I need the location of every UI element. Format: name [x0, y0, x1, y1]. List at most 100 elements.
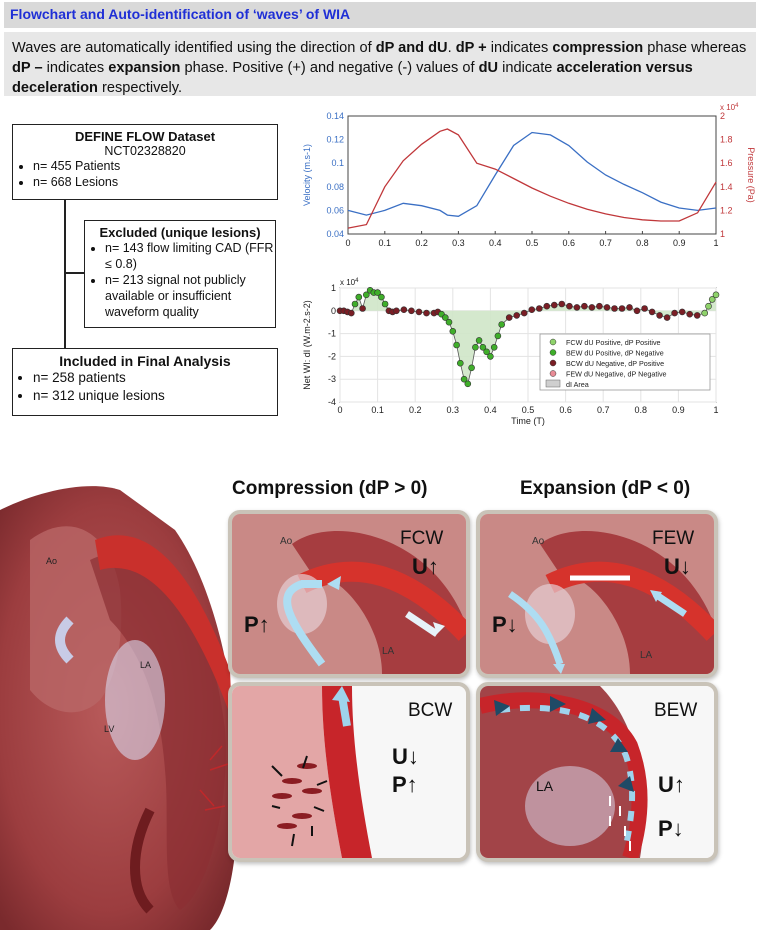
wave-point [641, 305, 648, 312]
expansion-heading: Expansion (dP < 0) [520, 478, 691, 499]
wave-point [355, 293, 363, 301]
y-tick-label: -1 [328, 329, 336, 339]
few-label-la: LA [640, 650, 653, 661]
bew-panel: LA BEW U↑ P↓ [476, 682, 718, 862]
dataset-item: n= 455 Patients [33, 158, 277, 174]
di-area [340, 290, 716, 384]
velocity-pressure-chart: 0 0.1 0.2 0.3 0.4 0.5 0.6 0.7 0.8 0.9 1 0.04 0.06 0.0… [302, 103, 756, 248]
fcw-u-indicator: U↑ [412, 554, 439, 579]
wave-point [626, 304, 633, 311]
figure-title: Flowchart and Auto-identification of ‘wa… [10, 6, 351, 22]
wave-point [479, 344, 487, 351]
wave-point [381, 300, 389, 308]
bew-p-indicator: P↓ [658, 816, 684, 841]
wave-point [520, 309, 528, 317]
wave-point [423, 309, 430, 317]
heart-illustration: Ao LA LV [0, 470, 240, 930]
excluded-list: n= 143 flow limiting CAD (FFR ≤ 0.8) n= … [85, 240, 275, 320]
fcw-label: FCW [400, 528, 444, 549]
wave-point [513, 312, 520, 319]
x-tick-label: 0.6 [563, 238, 576, 248]
x-tick-label: 0 [337, 405, 342, 415]
bew-label: BEW [654, 700, 698, 721]
velocity-line [347, 131, 717, 217]
included-item: n= 258 patients [33, 369, 277, 387]
wave-point [596, 302, 603, 310]
plot-frame [347, 115, 717, 235]
x-tick-label: 0.6 [559, 405, 572, 415]
x-tick-label: 0.7 [597, 405, 610, 415]
wave-point [611, 305, 618, 312]
heart-label-la: LA [140, 660, 151, 670]
wave-point [408, 307, 415, 315]
few-illustration [480, 514, 714, 674]
wave-point [415, 308, 423, 316]
heart-drawing: Ao LA LV [0, 486, 239, 930]
wave-point [483, 348, 490, 356]
wave-point [472, 344, 479, 351]
y2-axis-label: Pressure (Pa) [746, 147, 756, 203]
dataset-list: n= 455 Patients n= 668 Lesions [13, 158, 277, 190]
y2-tick-label: 1.4 [720, 182, 733, 192]
x-tick-label: 0.3 [447, 405, 460, 415]
dataset-subtitle: NCT02328820 [104, 144, 186, 158]
included-item: n= 312 unique lesions [33, 387, 277, 405]
wave-point [468, 364, 475, 372]
y2-tick-label: 1.8 [720, 135, 733, 145]
y2-tick-label: 1.6 [720, 158, 733, 168]
x-tick-label: 0.5 [526, 238, 539, 248]
wave-point [566, 302, 573, 310]
wave-point [558, 300, 566, 308]
excluded-title: Excluded (unique lesions) [99, 225, 261, 240]
fcw-label-ao: Ao [280, 536, 293, 547]
y2-tick-label: 2 [720, 111, 725, 121]
wave-point [618, 305, 626, 312]
bcw-panel: BCW U↓ P↑ [228, 682, 470, 862]
wave-point [494, 332, 502, 340]
y2-tick-label: 1 [720, 229, 725, 239]
flow-box-included: Included in Final Analysis n= 258 patien… [12, 348, 278, 416]
wave-point [671, 309, 678, 317]
wave-point [550, 301, 558, 309]
wave-point [648, 308, 656, 316]
excluded-item: n= 143 flow limiting CAD (FFR ≤ 0.8) [105, 240, 275, 272]
heart-label-lv: LV [104, 724, 114, 734]
figure-title-bar: Flowchart and Auto-identification of ‘wa… [4, 2, 756, 28]
few-panel: Ao LA FEW U↓ P↓ [476, 510, 718, 678]
wave-intensity-chart: 0 0.1 0.2 0.3 0.4 0.5 0.6 0.7 0.8 0.9 1 1 0 -1 -2 -3 -4 x… [302, 278, 720, 426]
pressure-line [347, 128, 717, 229]
y-tick-label: 0.1 [331, 158, 344, 168]
compression-heading: Compression (dP > 0) [232, 478, 428, 499]
description-box: Waves are automatically identified using… [4, 32, 756, 96]
wave-point [374, 289, 381, 296]
bcw-illustration [232, 686, 466, 858]
legend-swatch [545, 379, 561, 388]
legend-marker [549, 359, 557, 367]
fcw-panel: Ao LA FCW U↑ P↑ [228, 510, 470, 678]
y-exponent: x 104 [340, 278, 359, 287]
legend-label: BCW dU Negative, dP Positive [566, 359, 664, 368]
x-tick-label: 0.2 [409, 405, 422, 415]
wave-point [536, 305, 543, 312]
y-tick-label: 0.06 [326, 205, 344, 215]
wave-point [581, 302, 588, 310]
y-axis-label: Net WI: dI (W.m-2.s-2) [302, 300, 312, 390]
flow-box-excluded: Excluded (unique lesions) n= 143 flow li… [84, 220, 276, 328]
wave-point [490, 344, 498, 351]
y2-exponent: x 104 [720, 103, 739, 112]
dataset-title: DEFINE FLOW Dataset [74, 129, 216, 144]
wave-point [528, 306, 536, 314]
y-tick-label: 0.08 [326, 182, 344, 192]
bew-label-la: LA [536, 778, 554, 794]
wave-point [678, 308, 686, 316]
y2-tick-label: 1.2 [720, 205, 733, 215]
y-tick-label: 0.14 [326, 111, 344, 121]
wave-point [498, 321, 505, 328]
y-tick-label: -4 [328, 397, 336, 407]
x-tick-label: 0.7 [599, 238, 612, 248]
x-tick-label: 0.9 [672, 405, 685, 415]
included-title: Included in Final Analysis [59, 353, 231, 369]
wave-point [449, 327, 457, 335]
wave-point [573, 304, 581, 311]
wave-point [693, 312, 701, 319]
